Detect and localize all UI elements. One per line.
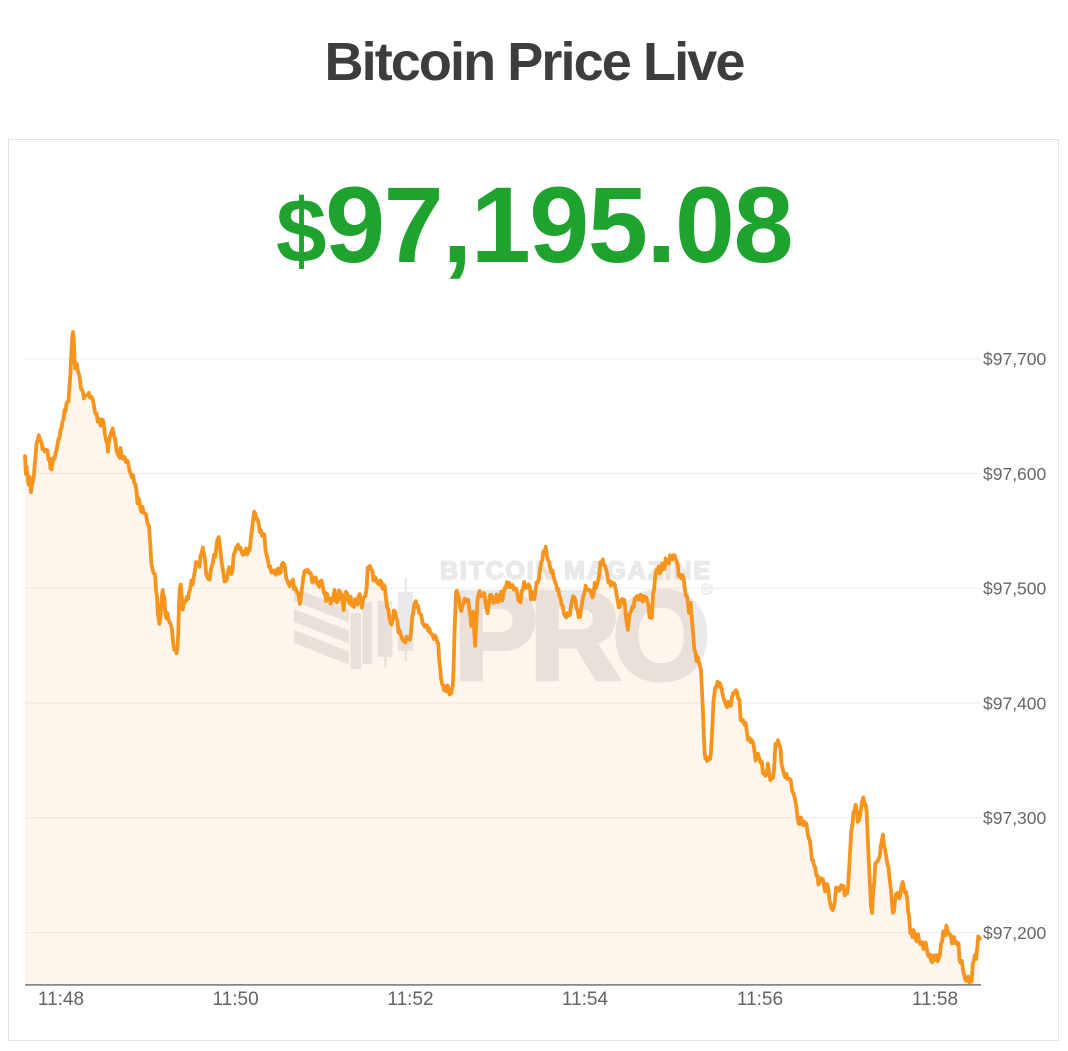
svg-text:11:50: 11:50 <box>213 989 259 1010</box>
svg-text:11:48: 11:48 <box>38 989 84 1010</box>
svg-text:11:54: 11:54 <box>562 989 609 1010</box>
svg-text:$97,400: $97,400 <box>983 693 1047 713</box>
svg-text:11:56: 11:56 <box>737 989 783 1010</box>
svg-text:R: R <box>704 585 710 594</box>
svg-text:$97,600: $97,600 <box>983 464 1047 484</box>
svg-text:$97,700: $97,700 <box>983 349 1047 369</box>
svg-text:$97,300: $97,300 <box>983 808 1047 828</box>
svg-text:$97,200: $97,200 <box>983 923 1047 943</box>
svg-text:11:58: 11:58 <box>912 989 958 1010</box>
svg-text:$97,500: $97,500 <box>983 579 1047 599</box>
svg-text:PRO: PRO <box>454 567 710 706</box>
svg-text:11:52: 11:52 <box>387 989 433 1010</box>
